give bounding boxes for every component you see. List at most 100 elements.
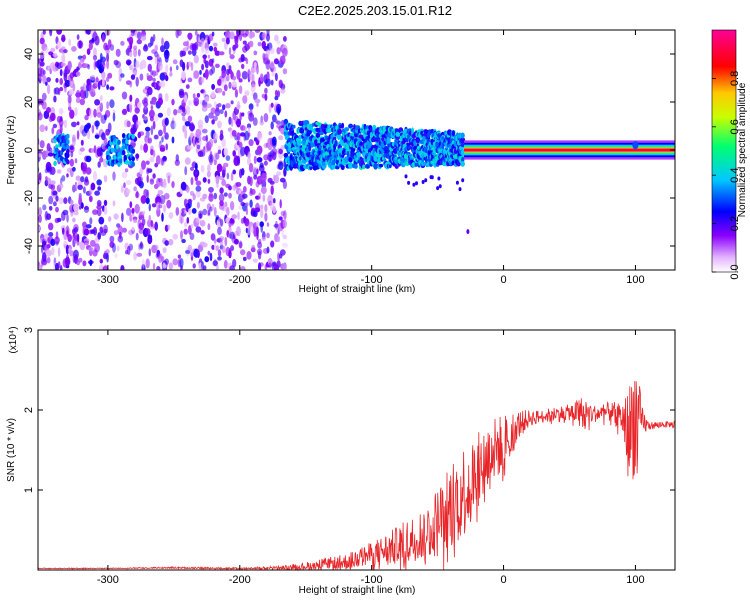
spectrogram-cell xyxy=(158,178,163,183)
spectrogram-cell xyxy=(121,133,126,139)
spectrogram-cell xyxy=(218,193,225,202)
spectrogram-cell xyxy=(92,55,98,61)
spectrogram-cell xyxy=(94,134,100,139)
spectrogram-cell xyxy=(201,63,205,71)
spectrogram-cell xyxy=(254,207,261,213)
spectrogram-cell xyxy=(260,186,267,194)
spectrogram-cell xyxy=(181,70,187,81)
spectrogram-cell xyxy=(194,41,199,51)
spectrogram-cell xyxy=(48,232,54,237)
spectrogram-cell xyxy=(94,99,101,106)
spectrogram-cell xyxy=(232,75,237,81)
x-tick-label: -200 xyxy=(229,574,251,586)
spectrogram-cell xyxy=(236,226,241,237)
spectrogram-cell xyxy=(288,146,292,152)
spectrogram-cell xyxy=(125,179,132,186)
spectrogram-cell xyxy=(199,69,202,75)
spectrogram-cell xyxy=(76,130,80,140)
spectrogram-cell xyxy=(152,262,156,270)
spectrogram-cell xyxy=(213,158,217,166)
spectrogram-cell xyxy=(129,104,133,113)
spectrogram-cell xyxy=(79,147,85,152)
spectrogram-cell xyxy=(164,93,169,102)
y-tick-label: -40 xyxy=(23,238,35,254)
spectrogram-cell xyxy=(277,90,281,98)
spectrogram-cell xyxy=(143,97,148,104)
spectrogram-cell xyxy=(149,156,155,163)
spectrogram-cell xyxy=(141,218,146,226)
spectrogram-cell xyxy=(102,78,105,87)
spectrogram-cell xyxy=(276,40,281,45)
spectrogram-cell xyxy=(139,73,144,81)
spectrogram-cell xyxy=(69,158,75,167)
spectrogram-cell xyxy=(229,54,235,60)
spectrogram-cell xyxy=(101,33,105,43)
spectrogram-cell xyxy=(191,208,197,214)
spectrogram-cell xyxy=(282,263,287,270)
spectrogram-cell xyxy=(121,212,124,223)
spectrogram-cell xyxy=(57,247,61,257)
x-tick-label: 100 xyxy=(626,574,644,586)
spectrogram-cell xyxy=(214,170,221,179)
spectrogram-cell xyxy=(137,49,141,57)
spectrogram-cell xyxy=(225,30,231,40)
spectrogram-cell xyxy=(245,202,249,207)
spectrogram-cell xyxy=(89,259,93,267)
spectrogram-cell xyxy=(348,156,353,163)
spectrogram-cell xyxy=(76,121,80,126)
spectrogram-cell xyxy=(42,204,47,211)
spectrogram-cell xyxy=(451,130,455,137)
spectrogram-cell xyxy=(56,30,62,35)
spectrogram-cell xyxy=(225,103,231,109)
spectrogram-cell xyxy=(159,144,166,151)
spectrogram-cell xyxy=(187,100,192,106)
spectrogram-cell xyxy=(109,99,115,109)
spectrogram-cell xyxy=(202,177,207,183)
spectrogram-cell xyxy=(460,143,465,148)
spectrogram-cell xyxy=(274,72,278,82)
spectrogram-cell xyxy=(45,125,48,132)
spectrogram-cell xyxy=(282,68,288,75)
spectrogram-cell xyxy=(282,234,287,240)
spectrogram-cell xyxy=(52,190,58,196)
spectrogram-cell xyxy=(188,35,192,41)
spectrogram-cell xyxy=(53,160,57,166)
spectrogram-cell xyxy=(182,125,185,133)
spectrogram-cell xyxy=(207,178,211,184)
spectrogram-cell xyxy=(108,216,112,222)
spectrogram-cell xyxy=(286,156,291,161)
spectrogram-cell xyxy=(460,132,465,139)
spectrogram-cell xyxy=(242,40,247,45)
x-tick-label: 0 xyxy=(500,574,506,586)
spectrogram-cell xyxy=(148,214,152,222)
spectrogram-cell xyxy=(72,217,76,223)
spectrogram-cell xyxy=(187,50,192,55)
spectrogram-cell xyxy=(91,124,95,134)
spectrogram-cell xyxy=(127,60,131,66)
spectrogram-cell xyxy=(48,222,54,231)
spectrogram-cell xyxy=(210,92,216,99)
spectrogram-cell xyxy=(266,72,270,80)
spectrogram-cell xyxy=(103,199,108,206)
spectrogram-cell xyxy=(70,150,74,158)
spectrogram-cell xyxy=(41,101,47,110)
spectrogram-cell xyxy=(69,109,75,119)
spectrogram-cell xyxy=(76,34,80,40)
spectrogram-cell xyxy=(277,106,280,116)
spectrogram-marks xyxy=(38,30,675,270)
spectrogram-cell xyxy=(171,136,175,144)
spectrogram-cell xyxy=(254,30,261,33)
spectrogram-cell xyxy=(256,226,259,237)
spectrogram-cell xyxy=(121,91,128,100)
spectrogram-cell xyxy=(216,163,223,173)
spectrogram-cell xyxy=(128,36,134,46)
spectrogram-x-ticks: -300 -200 -100 0 100 xyxy=(97,30,645,286)
spectrogram-cell xyxy=(82,260,87,267)
spectrogram-cell xyxy=(98,216,105,225)
spectrogram-cell xyxy=(131,148,135,154)
spectrogram-cell xyxy=(264,87,268,94)
spectrogram-cell xyxy=(223,259,228,269)
spectrogram-cell xyxy=(85,30,92,35)
spectrogram-cell xyxy=(63,49,68,54)
spectrogram-cell xyxy=(120,73,125,78)
